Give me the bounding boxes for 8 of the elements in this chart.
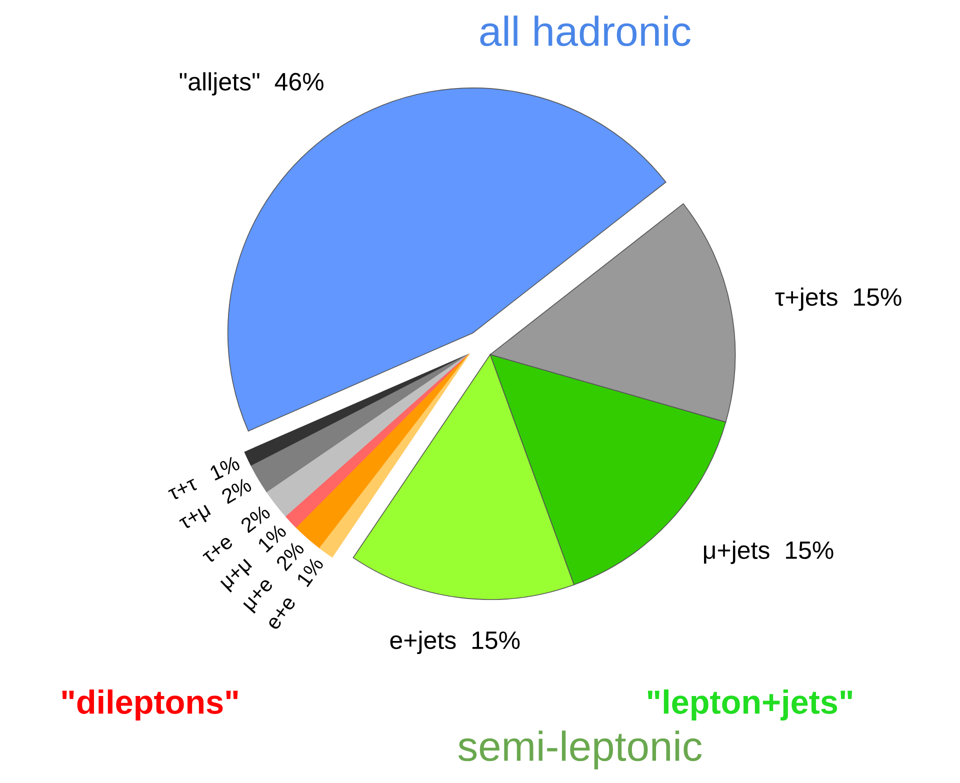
slice-label: e+jets 15% [390, 630, 520, 654]
text: semi-leptonic [458, 730, 702, 770]
slice-label: τ+jets 15% [775, 288, 902, 311]
text: "lepton+jets" [648, 689, 852, 721]
slice-label: "alljets" 46% [180, 72, 324, 96]
text: all hadronic [480, 16, 690, 46]
text: "dileptons" [62, 689, 238, 721]
slice-label: μ+jets 15% [704, 540, 834, 564]
